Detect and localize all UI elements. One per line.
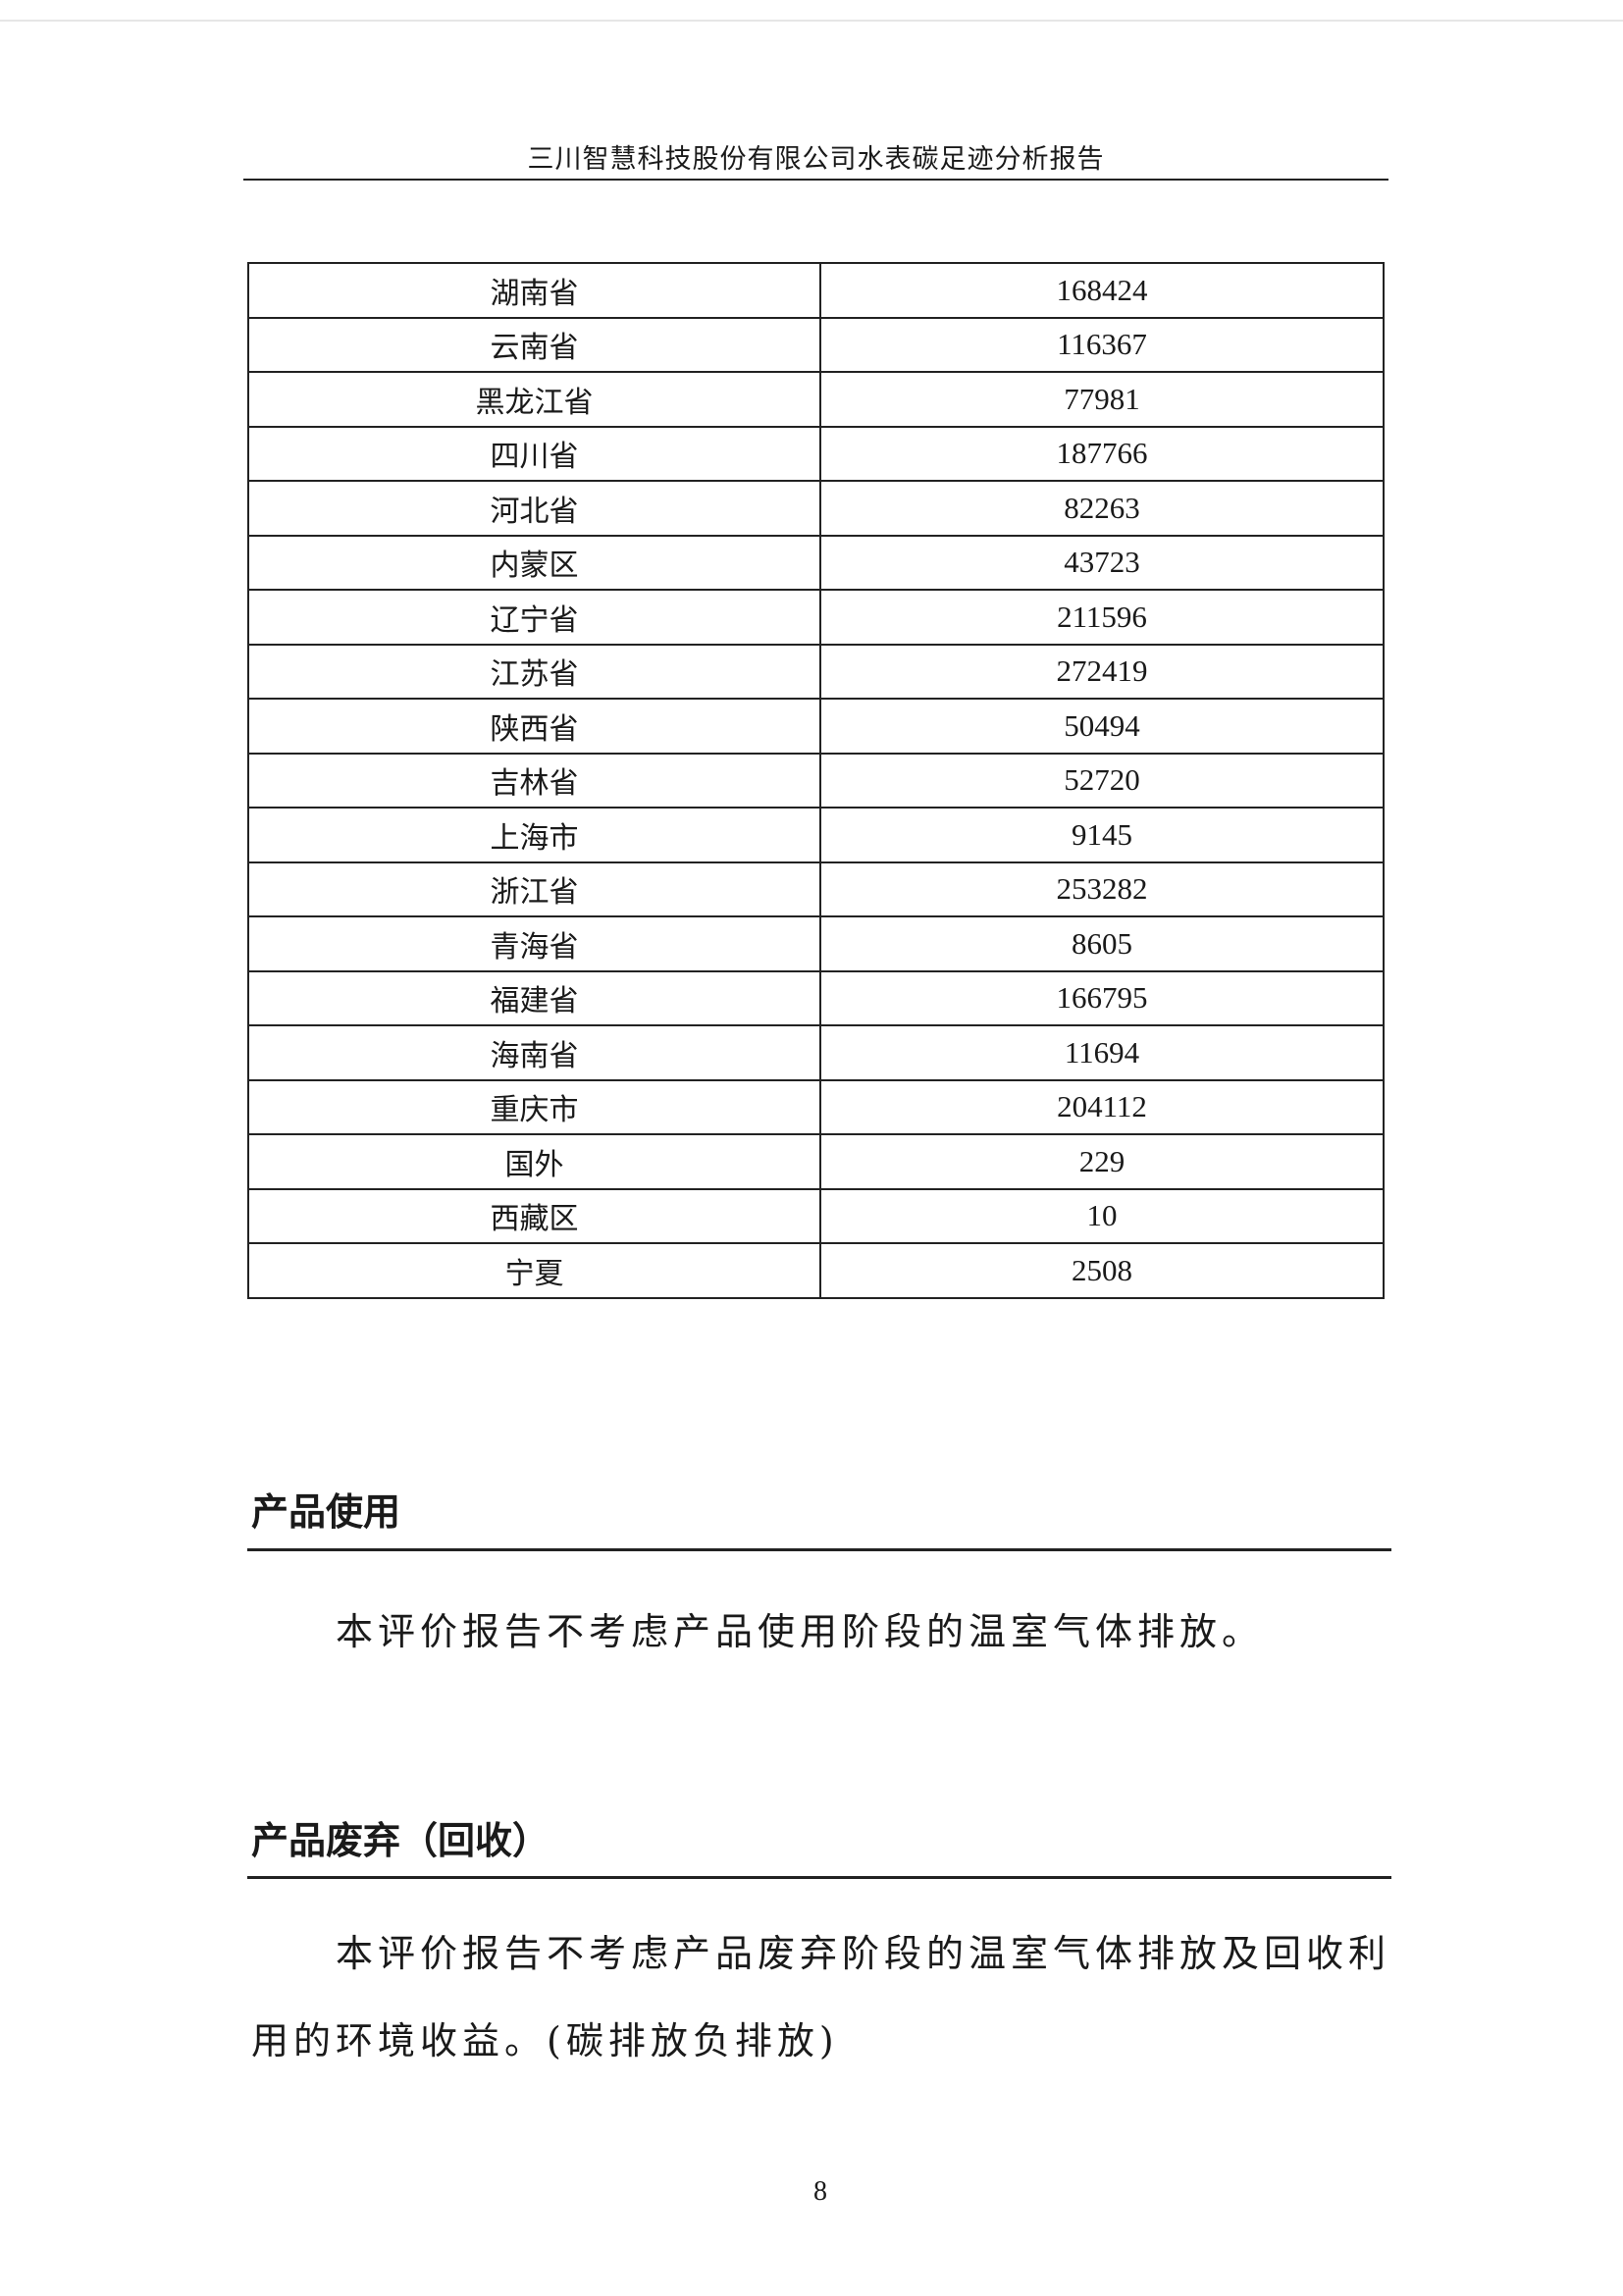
value-cell: 8605 (819, 915, 1385, 972)
region-cell: 黑龙江省 (247, 371, 821, 428)
table-row: 河北省 82263 (247, 480, 1385, 537)
region-cell: 辽宁省 (247, 589, 821, 646)
table-row: 青海省 8605 (247, 915, 1385, 972)
region-cell: 四川省 (247, 425, 821, 482)
table-row: 黑龙江省 77981 (247, 371, 1385, 428)
header-rule (243, 179, 1388, 181)
paragraph-line: 用的环境收益。(碳排放负排放) (251, 2019, 839, 2062)
section-rule (247, 1876, 1391, 1879)
page-number: 8 (813, 2176, 827, 2207)
value-cell: 272419 (819, 643, 1385, 700)
region-cell: 重庆市 (247, 1078, 821, 1135)
table-row: 浙江省 253282 (247, 861, 1385, 917)
value-cell: 168424 (819, 262, 1385, 319)
region-cell: 陕西省 (247, 698, 821, 755)
table-row: 湖南省 168424 (247, 262, 1385, 319)
table-row: 吉林省 52720 (247, 752, 1385, 809)
region-cell: 西藏区 (247, 1187, 821, 1244)
value-cell: 10 (819, 1187, 1385, 1244)
value-cell: 187766 (819, 425, 1385, 482)
region-cell: 国外 (247, 1133, 821, 1190)
table-row: 西藏区 10 (247, 1187, 1385, 1244)
region-cell: 青海省 (247, 915, 821, 972)
value-cell: 166795 (819, 969, 1385, 1026)
table-row: 海南省 11694 (247, 1024, 1385, 1081)
region-cell: 内蒙区 (247, 534, 821, 591)
value-cell: 2508 (819, 1242, 1385, 1299)
section-heading-product-disposal: 产品废弃（回收） (251, 1819, 550, 1862)
value-cell: 211596 (819, 589, 1385, 646)
running-header: 三川智慧科技股份有限公司水表碳足迹分析报告 (527, 144, 1105, 175)
table-row: 云南省 116367 (247, 316, 1385, 373)
region-cell: 湖南省 (247, 262, 821, 319)
scan-edge-line (0, 20, 1623, 22)
region-cell: 吉林省 (247, 752, 821, 809)
region-table: 湖南省 168424 云南省 116367 黑龙江省 77981 四川省 187766 河北省 8… (247, 262, 1385, 1299)
table-row: 陕西省 50494 (247, 698, 1385, 755)
value-cell: 11694 (819, 1024, 1385, 1081)
table-row: 辽宁省 211596 (247, 589, 1385, 646)
value-cell: 82263 (819, 480, 1385, 537)
section-heading-product-use: 产品使用 (251, 1490, 401, 1534)
region-cell: 江苏省 (247, 643, 821, 700)
paragraph: 本评价报告不考虑产品使用阶段的温室气体排放。 (336, 1610, 1265, 1653)
region-cell: 云南省 (247, 316, 821, 373)
region-cell: 上海市 (247, 807, 821, 863)
value-cell: 52720 (819, 752, 1385, 809)
value-cell: 9145 (819, 807, 1385, 863)
region-cell: 河北省 (247, 480, 821, 537)
table-row: 国外 229 (247, 1133, 1385, 1190)
value-cell: 253282 (819, 861, 1385, 917)
table-row: 四川省 187766 (247, 425, 1385, 482)
table-row: 上海市 9145 (247, 807, 1385, 863)
paragraph-line: 本评价报告不考虑产品废弃阶段的温室气体排放及回收利 (336, 1932, 1391, 1975)
region-cell: 宁夏 (247, 1242, 821, 1299)
table-row: 福建省 166795 (247, 969, 1385, 1026)
region-cell: 福建省 (247, 969, 821, 1026)
section-rule (247, 1548, 1391, 1551)
value-cell: 77981 (819, 371, 1385, 428)
value-cell: 204112 (819, 1078, 1385, 1135)
value-cell: 229 (819, 1133, 1385, 1190)
value-cell: 43723 (819, 534, 1385, 591)
value-cell: 116367 (819, 316, 1385, 373)
value-cell: 50494 (819, 698, 1385, 755)
table-row: 重庆市 204112 (247, 1078, 1385, 1135)
table-row: 宁夏 2508 (247, 1242, 1385, 1299)
table-row: 内蒙区 43723 (247, 534, 1385, 591)
region-cell: 海南省 (247, 1024, 821, 1081)
region-cell: 浙江省 (247, 861, 821, 917)
table-row: 江苏省 272419 (247, 643, 1385, 700)
